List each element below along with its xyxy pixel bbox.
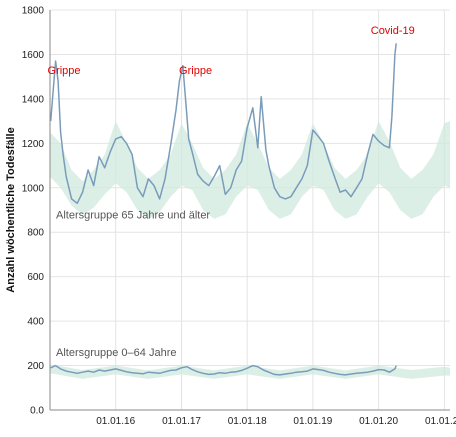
x-tick-label: 01.01.18	[228, 416, 267, 427]
axes: 0.0 200 400 600 800 1000 1200 1400 1600 1800 01.01…	[22, 6, 456, 428]
annotation-label: Grippe	[179, 65, 212, 77]
y-tick-label: 400	[27, 317, 44, 328]
y-tick-label: 800	[27, 228, 44, 239]
annotation-label: Covid-19	[371, 25, 415, 37]
y-tick-label: 1600	[22, 50, 45, 61]
y-tick-label: 200	[27, 361, 44, 372]
x-tick-label: 01.01.20	[359, 416, 398, 427]
x-tick-label: 01.01.21	[425, 416, 456, 427]
expected-range-band	[50, 364, 450, 379]
y-tick-label: 1400	[22, 94, 45, 105]
deaths-series-line	[49, 43, 397, 205]
age-group-label: Altersgruppe 0–64 Jahre	[56, 347, 176, 359]
bands	[50, 121, 450, 379]
annotation-label: Grippe	[48, 65, 81, 77]
gridlines	[50, 9, 450, 411]
deaths-series-line	[50, 364, 397, 376]
x-tick-label: 01.01.19	[293, 416, 332, 427]
series-lines	[49, 43, 397, 376]
y-tick-label: 1200	[22, 139, 45, 150]
age-group-label: Altersgruppe 65 Jahre und älter	[56, 209, 210, 221]
x-tick-label: 01.01.16	[96, 416, 135, 427]
y-tick-label: 600	[27, 272, 44, 283]
labels: Anzahl wöchentliche Todesfälle Altersgrup…	[5, 25, 415, 359]
y-tick-label: 0.0	[30, 406, 44, 417]
y-tick-label: 1800	[22, 6, 45, 17]
y-tick-label: 1000	[22, 183, 45, 194]
x-tick-label: 01.01.17	[162, 416, 201, 427]
y-axis-title: Anzahl wöchentliche Todesfälle	[5, 127, 17, 292]
